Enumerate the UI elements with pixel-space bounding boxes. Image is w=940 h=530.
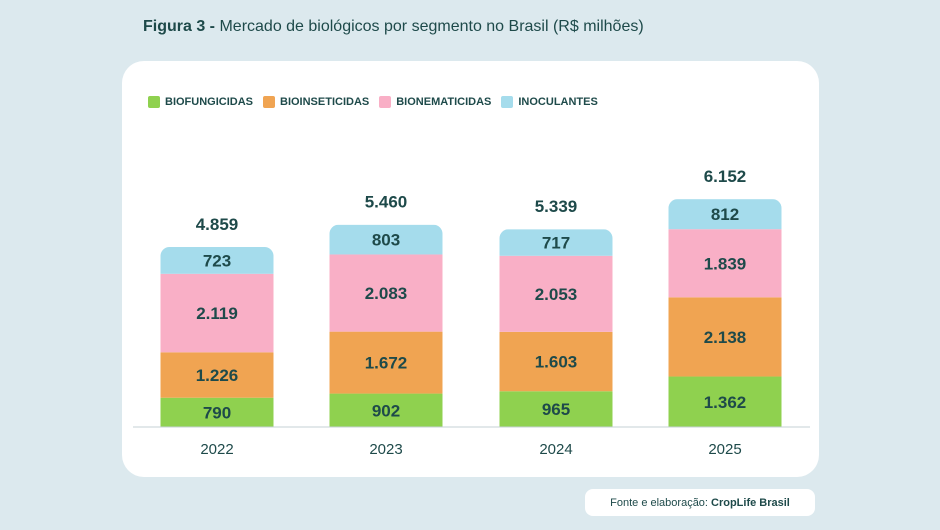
data-label-inoculantes-2023: 803 — [372, 231, 400, 250]
chart-legend: BIOFUNGICIDAS BIOINSETICIDAS BIONEMATICI… — [148, 96, 608, 108]
data-label-biofungicidas-2025: 1.362 — [704, 393, 747, 412]
total-label-2025: 6.152 — [704, 167, 747, 186]
data-label-inoculantes-2022: 723 — [203, 251, 231, 270]
bar-segment-inoculantes-2025 — [668, 199, 782, 230]
bar-stack-2024 — [499, 229, 613, 427]
data-label-bioinseticidas-2024: 1.603 — [535, 353, 578, 372]
legend-item-bionematicidas: BIONEMATICIDAS — [379, 96, 491, 108]
x-tick-label-2023: 2023 — [369, 441, 402, 458]
legend-swatch-biofungicidas — [148, 96, 160, 108]
figure-caption: Mercado de biológicos por segmento no Br… — [215, 18, 644, 35]
bar-segment-bioinseticidas-2022 — [160, 352, 274, 398]
legend-item-bioinseticidas: BIOINSETICIDAS — [263, 96, 369, 108]
source-brand: CropLife Brasil — [711, 496, 790, 509]
bar-segment-bionematicidas-2024 — [499, 255, 613, 332]
data-label-bioinseticidas-2025: 2.138 — [704, 328, 747, 347]
data-label-inoculantes-2024: 717 — [542, 234, 570, 253]
data-label-bionematicidas-2025: 1.839 — [704, 254, 747, 273]
bar-segment-bionematicidas-2022 — [160, 273, 274, 353]
legend-item-inoculantes: INOCULANTES — [501, 96, 598, 108]
bar-stack-2025 — [668, 199, 782, 427]
legend-label-biofungicidas: BIOFUNGICIDAS — [165, 96, 253, 108]
data-label-bionematicidas-2022: 2.119 — [196, 304, 238, 323]
total-label-2023: 5.460 — [365, 193, 408, 212]
bar-stack-2023 — [329, 224, 443, 427]
x-tick-label-2022: 2022 — [200, 441, 233, 458]
bar-segment-bioinseticidas-2025 — [668, 297, 782, 377]
source-note: Fonte e elaboração: CropLife Brasil — [585, 489, 815, 516]
legend-swatch-inoculantes — [501, 96, 514, 108]
bar-segment-biofungicidas-2022 — [160, 397, 274, 427]
legend-label-inoculantes: INOCULANTES — [518, 96, 598, 108]
bar-segment-inoculantes-2022 — [160, 247, 274, 274]
data-label-bioinseticidas-2023: 1.672 — [365, 354, 408, 373]
bar-segment-biofungicidas-2025 — [668, 376, 782, 427]
legend-label-bionematicidas: BIONEMATICIDAS — [396, 96, 492, 108]
legend-item-biofungicidas: BIOFUNGICIDAS — [148, 96, 253, 108]
bar-segment-bioinseticidas-2024 — [499, 331, 613, 392]
bar-segment-biofungicidas-2024 — [499, 391, 613, 427]
total-label-2022: 4.859 — [196, 215, 239, 234]
data-label-biofungicidas-2023: 902 — [372, 401, 400, 420]
bar-stack-2022 — [160, 247, 274, 427]
x-tick-label-2025: 2025 — [708, 441, 741, 458]
bar-segment-bioinseticidas-2023 — [329, 331, 443, 394]
total-label-2024: 5.339 — [535, 197, 578, 216]
data-label-bionematicidas-2024: 2.053 — [535, 285, 578, 304]
bar-segment-biofungicidas-2023 — [329, 393, 443, 427]
data-label-biofungicidas-2024: 965 — [542, 400, 570, 419]
bar-segment-bionematicidas-2023 — [329, 254, 443, 332]
source-label: Fonte e elaboração: — [610, 496, 708, 509]
bar-segment-inoculantes-2024 — [499, 229, 613, 256]
legend-label-bioinseticidas: BIOINSETICIDAS — [280, 96, 370, 108]
data-label-bionematicidas-2023: 2.083 — [365, 284, 408, 303]
bar-segment-inoculantes-2023 — [329, 224, 443, 255]
x-tick-label-2024: 2024 — [539, 441, 572, 458]
data-label-bioinseticidas-2022: 1.226 — [196, 366, 239, 385]
bar-segment-bionematicidas-2025 — [668, 229, 782, 298]
data-label-biofungicidas-2022: 790 — [203, 403, 231, 422]
legend-swatch-bionematicidas — [379, 96, 392, 108]
figure-number: Figura 3 - — [143, 18, 216, 35]
figure-title: Figura 3 - Mercado de biológicos por seg… — [143, 18, 644, 36]
legend-swatch-bioinseticidas — [263, 96, 275, 108]
data-label-inoculantes-2025: 812 — [711, 205, 739, 224]
